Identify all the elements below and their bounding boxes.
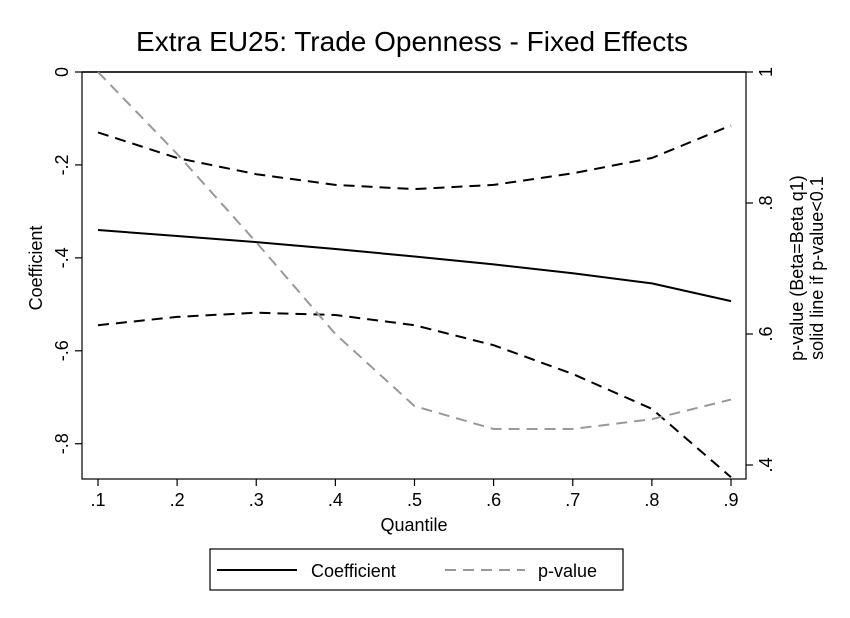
x-axis-title: Quantile — [380, 515, 447, 535]
x-tick-label-8: .9 — [723, 490, 738, 510]
y-tick-label-0: 0 — [52, 67, 72, 77]
legend-label-coefficient: Coefficient — [311, 561, 396, 581]
series-lower-bound — [97, 311, 732, 478]
x-tick-label-4: .5 — [407, 490, 422, 510]
series-layer — [82, 71, 746, 478]
y-axis: 0 -.2 -.4 -.6 -.8 — [52, 67, 82, 454]
x-tick-label-6: .7 — [565, 490, 580, 510]
x-tick-label-1: .2 — [170, 490, 185, 510]
legend-label-p-value: p-value — [538, 561, 597, 581]
series-p-value — [97, 71, 732, 430]
x-tick-label-7: .8 — [644, 490, 659, 510]
x-tick-label-5: .6 — [486, 490, 501, 510]
y2-tick-label-2: .6 — [756, 326, 776, 341]
y2-tick-label-1: .8 — [756, 195, 776, 210]
y-tick-label-3: -.6 — [52, 340, 72, 361]
x-tick-label-2: .3 — [249, 490, 264, 510]
plot-area — [81, 71, 747, 480]
y2-tick-label-3: .4 — [756, 457, 776, 472]
y2-axis-title-line2: solid line if p-value<0.1 — [807, 176, 827, 360]
y-tick-label-2: -.4 — [52, 247, 72, 268]
x-axis: .1 .2 .3 .4 .5 .6 .7 .8 .9 — [90, 479, 739, 510]
legend: Coefficient p-value — [209, 548, 624, 591]
y-tick-label-4: -.8 — [52, 433, 72, 454]
y-tick-label-1: -.2 — [52, 154, 72, 175]
x-tick-label-3: .4 — [328, 490, 343, 510]
series-upper-bound — [97, 124, 732, 191]
x-tick-label-0: .1 — [90, 490, 105, 510]
chart-title: Extra EU25: Trade Openness - Fixed Effec… — [136, 26, 688, 57]
series-coefficient — [97, 229, 732, 303]
y2-axis-title-line1: p-value (Beta=Beta q1) — [787, 175, 807, 361]
y2-tick-label-0: 1 — [756, 67, 776, 77]
y2-axis: 1 .8 .6 .4 — [746, 67, 776, 473]
y-axis-title: Coefficient — [26, 226, 46, 311]
